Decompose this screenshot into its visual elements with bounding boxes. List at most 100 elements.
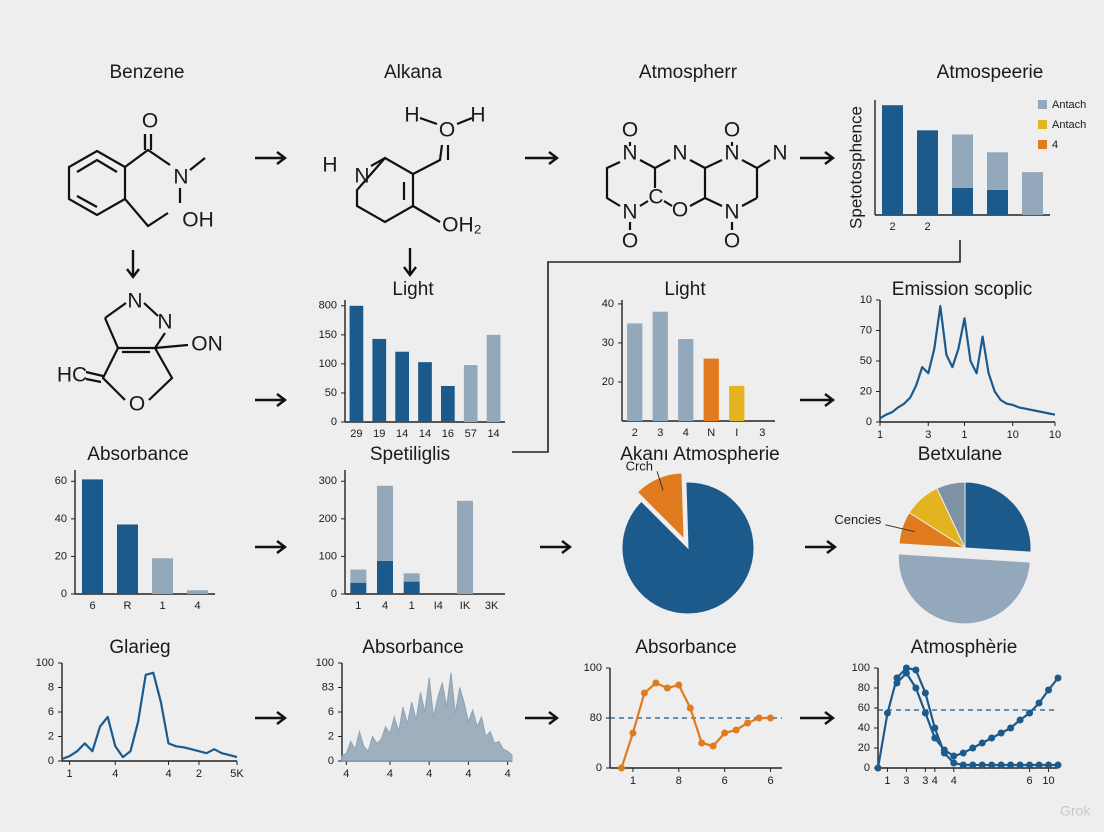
bar bbox=[463, 365, 478, 422]
bar bbox=[152, 558, 173, 594]
atom-label: N bbox=[157, 311, 172, 334]
legend-label: Antach bbox=[1052, 99, 1086, 111]
y-tick-label: 20 bbox=[858, 742, 870, 754]
marker bbox=[997, 761, 1005, 769]
bar bbox=[678, 339, 694, 421]
x-tick-label: 4 bbox=[465, 768, 471, 780]
bar bbox=[372, 338, 387, 422]
legend-label: 4 bbox=[1052, 139, 1058, 151]
connector bbox=[512, 240, 961, 453]
bond bbox=[605, 142, 771, 230]
bar bbox=[952, 134, 973, 188]
bond bbox=[76, 158, 118, 173]
x-tick-label: 4 bbox=[932, 775, 938, 787]
y-tick-label: 0 bbox=[864, 762, 870, 774]
bar bbox=[1022, 172, 1043, 215]
marker bbox=[912, 666, 920, 674]
y-tick-label: 100 bbox=[319, 358, 337, 370]
y-tick-label: 0 bbox=[328, 755, 334, 767]
x-tick-label: 3 bbox=[922, 775, 928, 787]
bar bbox=[952, 187, 973, 215]
atom-label: O bbox=[129, 393, 145, 416]
marker bbox=[959, 761, 967, 769]
y-tick-label: 0 bbox=[596, 762, 602, 774]
pie-slice bbox=[897, 553, 1031, 625]
marker bbox=[652, 679, 660, 687]
molecule-title: Alkana bbox=[384, 62, 443, 83]
x-tick-label: 57 bbox=[465, 428, 477, 440]
chart-title: Absorbance bbox=[635, 637, 736, 658]
marker bbox=[931, 734, 939, 742]
marker bbox=[978, 761, 986, 769]
y-tick-label: 40 bbox=[858, 722, 870, 734]
marker bbox=[912, 684, 920, 692]
atom-label: O bbox=[142, 110, 158, 133]
x-tick-label: 4 bbox=[426, 768, 432, 780]
bar bbox=[187, 590, 208, 594]
chart-title: Betxulane bbox=[918, 444, 1003, 465]
marker bbox=[640, 689, 648, 697]
x-tick-label: 4 bbox=[165, 768, 171, 780]
y-tick-label: 40 bbox=[55, 513, 67, 525]
y-tick-label: 10 bbox=[860, 294, 872, 306]
marker bbox=[969, 744, 977, 752]
legend-swatch bbox=[1038, 120, 1047, 129]
marker bbox=[874, 764, 882, 772]
x-tick-label: 2 bbox=[924, 221, 930, 233]
y-tick-label: 100 bbox=[316, 657, 334, 669]
arrow bbox=[525, 151, 559, 165]
leader-line bbox=[885, 524, 915, 533]
bar bbox=[987, 152, 1008, 190]
bar bbox=[457, 500, 473, 594]
y-tick-label: 0 bbox=[331, 416, 337, 428]
marker bbox=[1045, 761, 1053, 769]
marker bbox=[1016, 761, 1024, 769]
atom-label: HC bbox=[57, 364, 87, 387]
y-tick-label: 80 bbox=[858, 682, 870, 694]
bar bbox=[882, 105, 903, 215]
atom-label: N bbox=[354, 165, 369, 188]
area bbox=[341, 672, 513, 762]
line bbox=[879, 305, 1056, 420]
marker bbox=[663, 684, 671, 692]
marker bbox=[755, 714, 763, 722]
y-tick-label: 2 bbox=[48, 730, 54, 742]
y-tick-label: 20 bbox=[55, 550, 67, 562]
marker bbox=[950, 752, 958, 760]
bar bbox=[349, 305, 364, 422]
arrow bbox=[126, 250, 140, 279]
y-axis-label: Spetotosphence bbox=[846, 106, 865, 229]
atom-label: N bbox=[724, 201, 739, 224]
y-tick-label: 300 bbox=[319, 475, 337, 487]
x-tick-label: 3 bbox=[903, 775, 909, 787]
x-tick-label: 4 bbox=[112, 768, 118, 780]
chart-title: Absorbance bbox=[87, 444, 188, 465]
arrow bbox=[800, 151, 835, 165]
y-tick-label: 100 bbox=[36, 657, 54, 669]
marker bbox=[721, 729, 729, 737]
atom-label: H bbox=[322, 154, 337, 177]
x-tick-label: 4 bbox=[382, 600, 388, 612]
x-tick-label: N bbox=[707, 427, 715, 439]
atom-label: O bbox=[622, 119, 638, 142]
atom-label: OH bbox=[182, 209, 214, 232]
marker bbox=[617, 764, 625, 772]
x-tick-label: 16 bbox=[442, 428, 454, 440]
atom-label: N bbox=[622, 201, 637, 224]
marker bbox=[988, 761, 996, 769]
atom-label: O bbox=[672, 199, 688, 222]
pie-slice bbox=[636, 472, 685, 541]
atom-label: N bbox=[724, 142, 739, 165]
atom-label: N bbox=[622, 142, 637, 165]
x-tick-label: 2 bbox=[196, 768, 202, 780]
bond bbox=[76, 195, 98, 208]
bond bbox=[124, 134, 206, 228]
marker bbox=[732, 726, 740, 734]
atom-label: N bbox=[672, 142, 687, 165]
marker bbox=[686, 704, 694, 712]
marker bbox=[893, 679, 901, 687]
bar bbox=[486, 334, 501, 422]
chart-title: Absorbance bbox=[362, 637, 463, 658]
marker bbox=[1026, 761, 1034, 769]
y-tick-label: 6 bbox=[328, 706, 334, 718]
